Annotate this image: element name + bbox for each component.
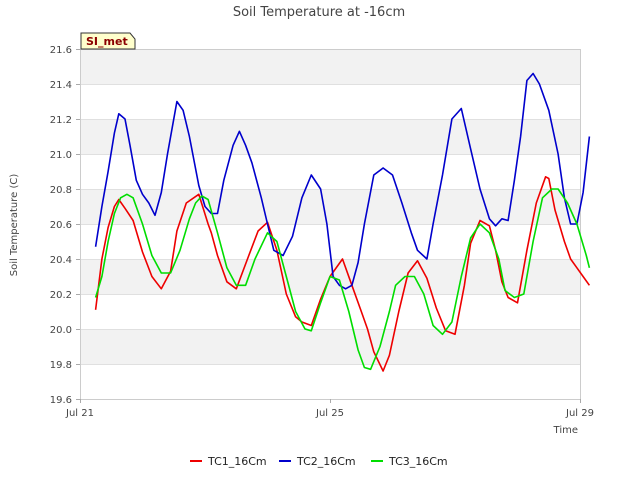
plot-band	[80, 294, 580, 329]
y-tick-label: 21.0	[50, 150, 72, 161]
legend: TC1_16Cm TC2_16Cm TC3_16Cm	[190, 455, 448, 468]
legend-label: TC3_16Cm	[388, 455, 448, 468]
badge-box	[80, 32, 136, 50]
y-axis-ticks: 19.6 19.8 20.0 20.2 20.4 20.6 20.8 21.0 21.2 21.4…	[50, 45, 80, 406]
y-tick-label: 20.4	[50, 255, 72, 266]
station-badge: SI_met	[80, 32, 136, 50]
plot-band	[80, 154, 580, 189]
y-tick-label: 20.6	[50, 220, 72, 231]
y-axis-label: Soil Temperature (C)	[9, 174, 20, 277]
x-axis-label: Time	[553, 425, 578, 436]
plot-band	[80, 364, 580, 399]
plot-band	[80, 49, 580, 84]
series-line-tc2-16cm	[94, 72, 591, 290]
x-tick-label: Jul 21	[65, 408, 94, 419]
badge-text: SI_met	[86, 35, 128, 48]
x-axis-ticks: Jul 21 Jul 25 Jul 29	[65, 399, 594, 419]
plot-band	[80, 329, 580, 364]
series-line-tc3-16cm	[94, 188, 591, 371]
y-tick-label: 20.8	[50, 185, 72, 196]
legend-label: TC1_16Cm	[207, 455, 267, 468]
chart-title: Soil Temperature at -16cm	[233, 5, 405, 20]
y-tick-label: 20.2	[50, 290, 72, 301]
y-tick-label: 21.6	[50, 45, 72, 56]
series-lines	[94, 72, 591, 372]
plot-bands	[80, 49, 580, 400]
y-tick-label: 21.2	[50, 115, 72, 126]
plot-band	[80, 189, 580, 224]
x-tick-label: Jul 29	[565, 408, 594, 419]
legend-label: TC2_16Cm	[296, 455, 356, 468]
y-tick-label: 19.6	[50, 395, 72, 406]
plot-band	[80, 119, 580, 154]
y-tick-label: 19.8	[50, 360, 72, 371]
x-tick-label: Jul 25	[315, 408, 344, 419]
y-tick-label: 21.4	[50, 80, 72, 91]
plot-band	[80, 84, 580, 119]
y-tick-label: 20.0	[50, 325, 72, 336]
